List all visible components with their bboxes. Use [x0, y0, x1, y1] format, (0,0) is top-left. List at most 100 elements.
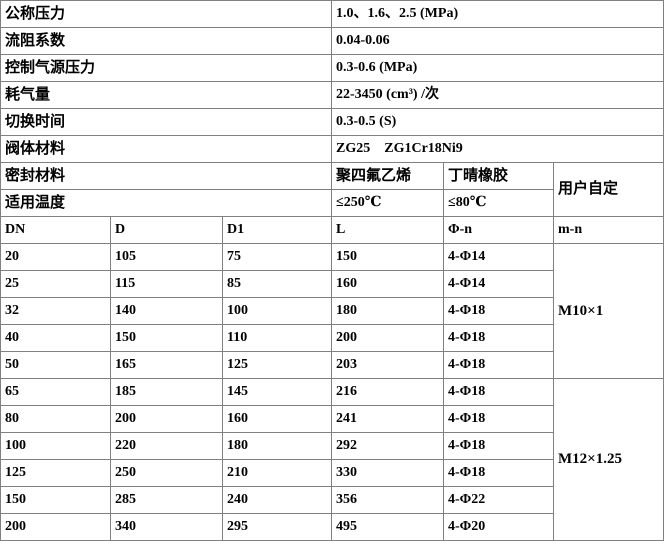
- dimension-row: 80 200 160 241 4-Φ18: [0, 405, 664, 433]
- spec-label-switching-time: 切换时间: [0, 108, 333, 136]
- spec-row-seal-material: 密封材料 聚四氟乙烯 丁晴橡胶 用户自定: [0, 162, 665, 217]
- cell-phi-n: 4-Φ20: [443, 513, 555, 541]
- cell-dn: 80: [0, 405, 111, 433]
- spec-value-air-consumption: 22-3450 (cm³) /次: [331, 81, 665, 109]
- thread-group-m10: M10×1: [553, 243, 665, 379]
- temperature-nbr: ≤80℃: [443, 189, 555, 217]
- cell-d: 165: [110, 351, 223, 379]
- spec-label-control-air-pressure: 控制气源压力: [0, 54, 333, 82]
- spec-label-nominal-pressure: 公称压力: [0, 0, 333, 28]
- cell-d1: 210: [221, 459, 333, 487]
- spec-row: 切换时间 0.3-0.5 (S): [0, 108, 665, 136]
- spec-row-temperature: 适用温度 ≤250℃ ≤80℃: [0, 189, 664, 217]
- cell-dn: 150: [0, 486, 111, 514]
- cell-dn: 32: [0, 297, 111, 325]
- cell-d: 285: [110, 486, 223, 514]
- cell-dn: 40: [0, 324, 111, 352]
- spec-value-control-air-pressure: 0.3-0.6 (MPa): [331, 54, 665, 82]
- dimension-row: 32 140 100 180 4-Φ18: [0, 297, 664, 325]
- cell-d1: 295: [221, 513, 333, 541]
- cell-l: 495: [331, 513, 445, 541]
- cell-dn: 200: [0, 513, 111, 541]
- dimension-row: 25 115 85 160 4-Φ14: [0, 270, 664, 298]
- cell-d1: 180: [221, 432, 333, 460]
- cell-phi-n: 4-Φ14: [443, 270, 555, 298]
- column-header-dn: DN: [0, 216, 111, 244]
- spec-value-nominal-pressure: 1.0、1.6、2.5 (MPa): [331, 0, 665, 28]
- cell-l: 150: [331, 243, 445, 271]
- seal-material-ptfe: 聚四氟乙烯: [331, 162, 445, 190]
- cell-dn: 25: [0, 270, 111, 298]
- spec-row: 耗气量 22-3450 (cm³) /次: [0, 81, 665, 109]
- cell-d: 340: [110, 513, 223, 541]
- dimension-header-row: DN D D1 L Φ-n m-n: [0, 216, 665, 244]
- cell-l: 216: [331, 378, 445, 406]
- column-header-d: D: [110, 216, 223, 244]
- spec-label-seal-material: 密封材料: [0, 162, 333, 190]
- cell-l: 356: [331, 486, 445, 514]
- cell-phi-n: 4-Φ22: [443, 486, 555, 514]
- cell-dn: 125: [0, 459, 111, 487]
- column-header-d1: D1: [221, 216, 333, 244]
- cell-d1: 75: [221, 243, 333, 271]
- spec-row: 控制气源压力 0.3-0.6 (MPa): [0, 54, 665, 82]
- cell-phi-n: 4-Φ18: [443, 405, 555, 433]
- spec-label-flow-resistance: 流阻系数: [0, 27, 333, 55]
- spec-row: 流阻系数 0.04-0.06: [0, 27, 665, 55]
- spec-value-flow-resistance: 0.04-0.06: [331, 27, 665, 55]
- dimension-row: 50 165 125 203 4-Φ18: [0, 351, 664, 379]
- cell-d: 220: [110, 432, 223, 460]
- dimension-row: 100 220 180 292 4-Φ18: [0, 432, 664, 460]
- spec-row: 阀体材料 ZG25 ZG1Cr18Ni9: [0, 135, 665, 163]
- dimension-row: 200 340 295 495 4-Φ20: [0, 513, 664, 541]
- column-header-m-n: m-n: [553, 216, 665, 244]
- spec-label-temperature: 适用温度: [0, 189, 333, 217]
- spec-row: 公称压力 1.0、1.6、2.5 (MPa): [0, 0, 665, 28]
- thread-group-m12: M12×1.25: [553, 378, 665, 541]
- cell-phi-n: 4-Φ18: [443, 351, 555, 379]
- temperature-ptfe: ≤250℃: [331, 189, 445, 217]
- cell-d1: 240: [221, 486, 333, 514]
- cell-dn: 100: [0, 432, 111, 460]
- cell-d1: 100: [221, 297, 333, 325]
- column-header-l: L: [331, 216, 445, 244]
- cell-d: 150: [110, 324, 223, 352]
- column-header-phi-n: Φ-n: [443, 216, 555, 244]
- cell-phi-n: 4-Φ18: [443, 459, 555, 487]
- cell-l: 180: [331, 297, 445, 325]
- cell-l: 160: [331, 270, 445, 298]
- cell-dn: 50: [0, 351, 111, 379]
- cell-d: 185: [110, 378, 223, 406]
- cell-l: 203: [331, 351, 445, 379]
- cell-l: 292: [331, 432, 445, 460]
- spec-value-switching-time: 0.3-0.5 (S): [331, 108, 665, 136]
- cell-d: 115: [110, 270, 223, 298]
- cell-d: 140: [110, 297, 223, 325]
- cell-l: 241: [331, 405, 445, 433]
- cell-phi-n: 4-Φ18: [443, 378, 555, 406]
- cell-dn: 20: [0, 243, 111, 271]
- cell-l: 200: [331, 324, 445, 352]
- dimension-row: 20 105 75 150 4-Φ14 M10×1: [0, 243, 665, 379]
- seal-material-user-defined: 用户自定: [553, 162, 665, 217]
- cell-phi-n: 4-Φ18: [443, 297, 555, 325]
- cell-d: 250: [110, 459, 223, 487]
- cell-l: 330: [331, 459, 445, 487]
- spec-label-body-material: 阀体材料: [0, 135, 333, 163]
- cell-d1: 110: [221, 324, 333, 352]
- cell-d1: 125: [221, 351, 333, 379]
- spec-value-body-material: ZG25 ZG1Cr18Ni9: [331, 135, 665, 163]
- cell-phi-n: 4-Φ18: [443, 324, 555, 352]
- dimension-row: 65 185 145 216 4-Φ18 M12×1.25: [0, 378, 665, 541]
- seal-material-nbr: 丁晴橡胶: [443, 162, 555, 190]
- cell-d1: 145: [221, 378, 333, 406]
- dimension-row: 40 150 110 200 4-Φ18: [0, 324, 664, 352]
- cell-d1: 85: [221, 270, 333, 298]
- cell-phi-n: 4-Φ14: [443, 243, 555, 271]
- cell-phi-n: 4-Φ18: [443, 432, 555, 460]
- spec-label-air-consumption: 耗气量: [0, 81, 333, 109]
- cell-d: 105: [110, 243, 223, 271]
- cell-d1: 160: [221, 405, 333, 433]
- cell-dn: 65: [0, 378, 111, 406]
